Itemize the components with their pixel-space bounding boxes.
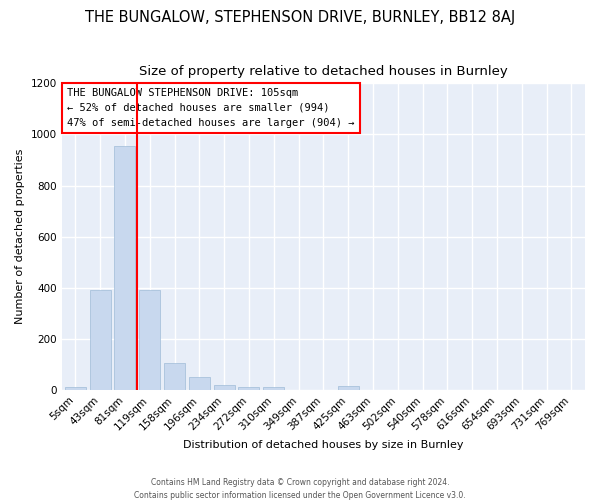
Bar xyxy=(263,388,284,390)
Bar xyxy=(214,385,235,390)
Bar xyxy=(139,290,160,390)
Bar xyxy=(65,388,86,390)
Bar xyxy=(189,377,210,390)
Title: Size of property relative to detached houses in Burnley: Size of property relative to detached ho… xyxy=(139,65,508,78)
Bar xyxy=(238,388,259,390)
Text: Contains HM Land Registry data © Crown copyright and database right 2024.
Contai: Contains HM Land Registry data © Crown c… xyxy=(134,478,466,500)
X-axis label: Distribution of detached houses by size in Burnley: Distribution of detached houses by size … xyxy=(183,440,464,450)
Bar xyxy=(115,146,136,390)
Bar xyxy=(164,363,185,390)
Bar xyxy=(89,290,110,390)
Text: THE BUNGALOW, STEPHENSON DRIVE, BURNLEY, BB12 8AJ: THE BUNGALOW, STEPHENSON DRIVE, BURNLEY,… xyxy=(85,10,515,25)
Text: THE BUNGALOW STEPHENSON DRIVE: 105sqm
← 52% of detached houses are smaller (994): THE BUNGALOW STEPHENSON DRIVE: 105sqm ← … xyxy=(67,88,355,128)
Y-axis label: Number of detached properties: Number of detached properties xyxy=(15,149,25,324)
Bar xyxy=(338,386,359,390)
